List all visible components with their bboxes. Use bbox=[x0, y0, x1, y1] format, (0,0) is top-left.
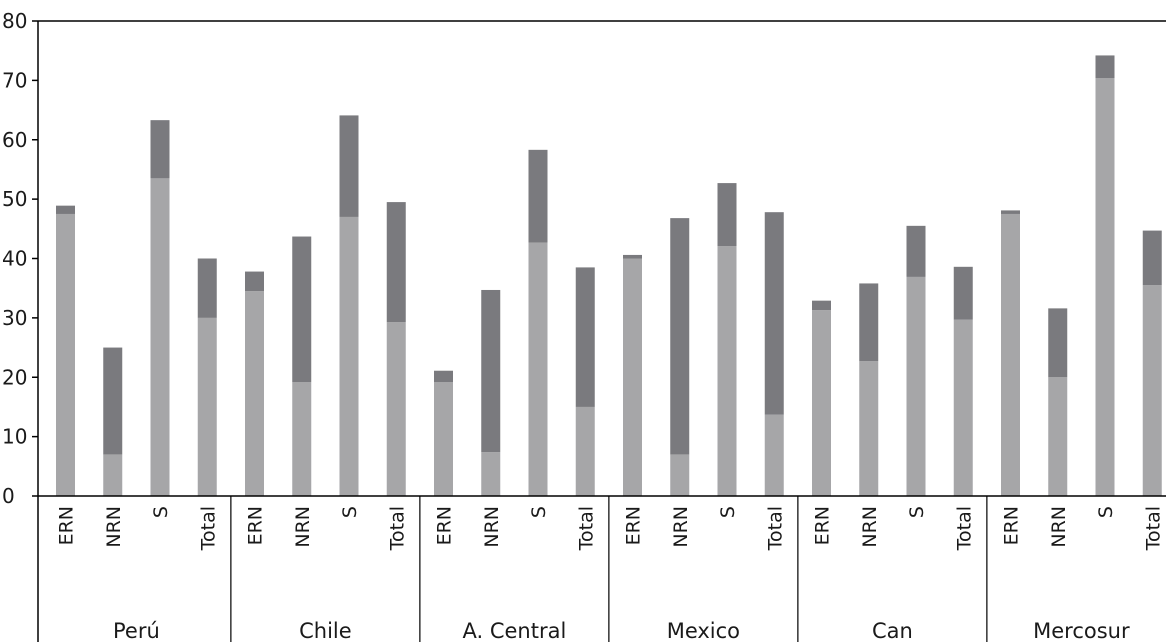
bar-segment-upper bbox=[481, 289, 501, 453]
bar-segment-lower bbox=[56, 213, 75, 496]
y-tick-label: 30 bbox=[2, 306, 27, 330]
x-category-label: Total bbox=[1142, 506, 1164, 551]
group-dividers: Perú Chile A. Central Mexico Can Mercosur bbox=[113, 496, 1130, 642]
group-label: Mercosur bbox=[1033, 619, 1130, 642]
x-category-label: NRN bbox=[670, 506, 692, 548]
x-category-label: ERN bbox=[245, 506, 267, 545]
bar-segment-upper bbox=[245, 271, 264, 292]
bar-segment-upper bbox=[528, 149, 548, 243]
x-category-label: S bbox=[150, 506, 172, 518]
x-category-label: ERN bbox=[812, 506, 834, 545]
bar-segment-lower bbox=[670, 454, 690, 496]
x-category-label: NRN bbox=[292, 506, 314, 548]
bar-segment-upper bbox=[1142, 230, 1162, 286]
x-category-label: Total bbox=[575, 506, 597, 551]
bar-segment-upper bbox=[339, 115, 359, 217]
bar-segment-lower bbox=[150, 178, 170, 496]
bar-segment-upper bbox=[812, 300, 831, 311]
y-tick-label: 10 bbox=[2, 425, 27, 449]
bar-segment-lower bbox=[245, 291, 264, 496]
y-tick-label: 0 bbox=[2, 484, 15, 508]
x-category-label: NRN bbox=[859, 506, 881, 548]
x-category-label: NRN bbox=[103, 506, 125, 548]
bar-segment-lower bbox=[1142, 285, 1162, 496]
bar-segment-upper bbox=[197, 258, 217, 318]
bar-segment-lower bbox=[1048, 377, 1068, 496]
x-category-label: S bbox=[906, 506, 928, 518]
bar-segment-lower bbox=[859, 361, 879, 496]
bar-segment-lower bbox=[103, 454, 123, 496]
bar-segment-upper bbox=[1048, 308, 1068, 378]
bar-segment-lower bbox=[812, 310, 831, 496]
bar-segment-upper bbox=[1095, 55, 1115, 78]
group-label: A. Central bbox=[462, 619, 566, 642]
x-category-label: S bbox=[1095, 506, 1117, 518]
bar-segment-upper bbox=[150, 120, 170, 179]
bar-segment-lower bbox=[717, 246, 737, 496]
x-category-label: ERN bbox=[56, 506, 78, 545]
bar-segment-upper bbox=[859, 283, 879, 362]
y-tick-label: 40 bbox=[2, 247, 27, 271]
x-category-label: ERN bbox=[1001, 506, 1023, 545]
bar-segment-upper bbox=[623, 254, 642, 259]
bar-segment-upper bbox=[386, 202, 406, 323]
group-label: Mexico bbox=[667, 619, 740, 642]
y-tick-label: 80 bbox=[2, 9, 27, 33]
x-axis-labels: ERN NRN S Total ERN NRN S Total ERN NRN S Total ERN N… bbox=[56, 506, 1165, 551]
axes bbox=[37, 20, 1166, 642]
bar-segment-lower bbox=[481, 452, 501, 496]
bar-segment-lower bbox=[1001, 213, 1020, 496]
bar-segment-upper bbox=[1001, 210, 1020, 214]
bar-segment-lower bbox=[953, 319, 973, 496]
x-category-label: Total bbox=[764, 506, 786, 551]
y-tick-label: 60 bbox=[2, 128, 27, 152]
x-category-label: NRN bbox=[1048, 506, 1070, 548]
group-label: Chile bbox=[299, 619, 352, 642]
bar-segment-lower bbox=[528, 242, 548, 496]
bar-segment-upper bbox=[717, 183, 737, 247]
bar-segment-upper bbox=[575, 267, 595, 407]
x-category-label: ERN bbox=[434, 506, 456, 545]
x-category-label: Total bbox=[953, 506, 975, 551]
x-category-label: Total bbox=[197, 506, 219, 551]
x-category-label: NRN bbox=[481, 506, 503, 548]
y-axis-ticks: 0 10 20 30 40 50 60 70 80 bbox=[2, 9, 38, 508]
group-label: Perú bbox=[113, 619, 160, 642]
x-category-label: Total bbox=[386, 506, 408, 551]
x-category-label: S bbox=[717, 506, 739, 518]
bar-segment-lower bbox=[575, 406, 595, 496]
y-tick-label: 20 bbox=[2, 365, 27, 389]
bar-segment-lower bbox=[906, 276, 926, 496]
bar-segment-lower bbox=[197, 317, 217, 496]
bar-segment-upper bbox=[953, 266, 973, 320]
y-tick-label: 50 bbox=[2, 187, 27, 211]
bar-segment-lower bbox=[386, 322, 406, 496]
x-category-label: S bbox=[528, 506, 550, 518]
bar-segment-lower bbox=[434, 382, 453, 496]
group-label: Can bbox=[872, 619, 913, 642]
x-category-label: ERN bbox=[623, 506, 645, 545]
bar-segment-upper bbox=[103, 347, 123, 455]
bar-segment-lower bbox=[339, 216, 359, 496]
x-category-label: S bbox=[339, 506, 361, 518]
bar-segment-upper bbox=[56, 205, 75, 214]
bar-segment-upper bbox=[670, 218, 690, 455]
bar-segment-lower bbox=[764, 414, 784, 496]
y-tick-label: 70 bbox=[2, 68, 27, 92]
bar-segment-upper bbox=[906, 225, 926, 277]
bar-segment-upper bbox=[292, 236, 312, 382]
bars bbox=[56, 55, 1162, 496]
bar-segment-lower bbox=[1095, 78, 1115, 496]
bar-segment-lower bbox=[292, 382, 312, 496]
bar-segment-upper bbox=[434, 370, 453, 382]
bar-segment-lower bbox=[623, 258, 642, 496]
bar-segment-upper bbox=[764, 212, 784, 415]
